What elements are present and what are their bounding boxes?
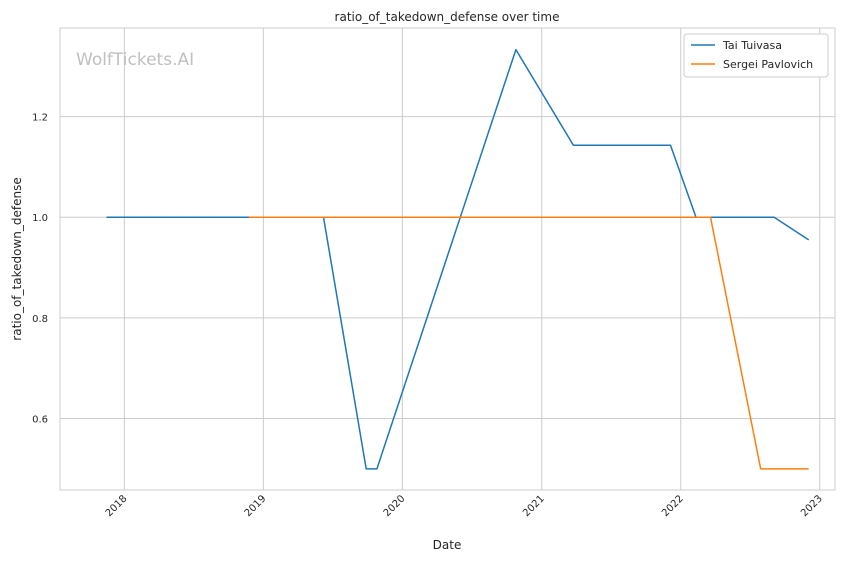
- x-axis-label: Date: [433, 538, 462, 552]
- chart-title: ratio_of_takedown_defense over time: [335, 10, 560, 24]
- legend-label: Tai Tuivasa: [722, 39, 782, 52]
- series-line-sergei-pavlovich: [248, 216, 809, 470]
- legend: Tai Tuivasa Sergei Pavlovich: [683, 33, 829, 78]
- legend-label: Sergei Pavlovich: [723, 58, 813, 71]
- legend-box: [683, 33, 829, 78]
- y-tick-label: 0.6: [32, 415, 48, 426]
- watermark: WolfTickets.AI: [76, 50, 194, 70]
- y-tick-label: 0.8: [32, 314, 48, 325]
- y-axis-label: ratio_of_takedown_defense: [10, 177, 24, 340]
- series-lines: [106, 48, 810, 470]
- plot-area: [59, 27, 836, 491]
- y-tick-labels: 0.6 0.8 1.0 1.2: [32, 113, 48, 426]
- x-gridlines: [123, 28, 821, 490]
- y-tick-label: 1.0: [32, 213, 48, 224]
- y-tick-label: 1.2: [32, 113, 48, 124]
